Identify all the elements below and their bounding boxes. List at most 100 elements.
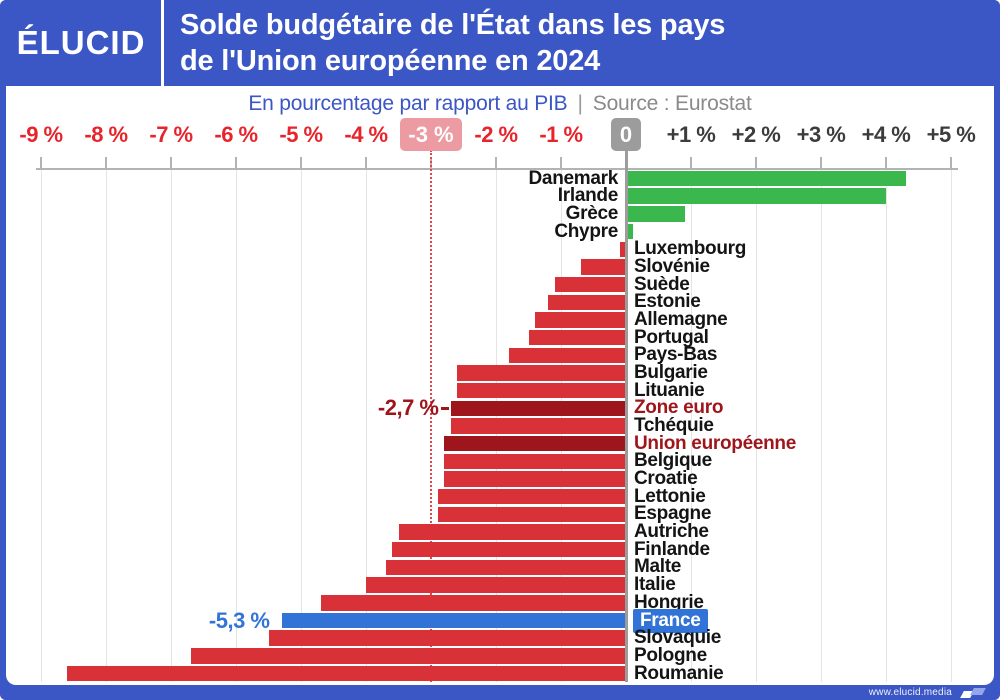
bar (580, 259, 625, 275)
bar-label: Italie (634, 574, 676, 596)
threshold-line-minus3 (430, 150, 432, 682)
bar-label: Croatie (634, 468, 698, 490)
bar (627, 170, 906, 187)
axis-label-badge-zero: 0 (611, 118, 641, 151)
bar (268, 630, 625, 646)
bar (437, 506, 625, 523)
axis-line (36, 168, 958, 170)
axis-tick (170, 157, 172, 168)
axis-label: -5 % (279, 122, 323, 147)
bar-label: Lituanie (634, 379, 705, 401)
bar (619, 241, 625, 257)
gridline (690, 168, 692, 682)
bar-label: Finlande (634, 538, 710, 560)
gridline (105, 168, 107, 682)
bar (320, 595, 625, 611)
gridline (235, 168, 237, 682)
bar-label: Estonie (634, 291, 701, 313)
gridline (885, 168, 887, 682)
bar (392, 542, 625, 558)
page-title-line1: Solde budgétaire de l'État dans les pays (180, 9, 726, 41)
bar-annotation: -5,3 % (208, 607, 270, 633)
bar (548, 294, 625, 310)
axis-label: -1 % (539, 122, 583, 147)
bar-label: Slovaquie (634, 627, 722, 649)
chart-subtitle: En pourcentage par rapport au PIB (248, 92, 568, 115)
gridline (170, 168, 172, 682)
axis-label: -6 % (214, 122, 258, 147)
page-title: Solde budgétaire de l'État dans les pays… (180, 7, 725, 79)
chart-subtitle-row: En pourcentage par rapport au PIB | Source… (0, 92, 1000, 116)
gridline (300, 168, 302, 682)
bar-label: Allemagne (634, 308, 728, 330)
bar (444, 471, 625, 487)
bar-label: Autriche (634, 521, 709, 543)
bar (450, 400, 625, 417)
bar-label: Bulgarie (634, 361, 708, 383)
axis-tick (300, 157, 302, 168)
elucid-logo: ÉLUCID (16, 24, 146, 61)
subtitle-separator: | (577, 92, 583, 115)
bar-label: Malte (634, 556, 682, 578)
header: ÉLUCID Solde budgétaire de l'État dans l… (0, 0, 1000, 86)
bar (535, 312, 625, 328)
footer-url: www.elucid.media (868, 687, 952, 698)
gridline (755, 168, 757, 682)
axis-label: +5 % (926, 122, 976, 147)
bar-label: Suède (634, 273, 690, 295)
bar-label: Zone euro (634, 397, 724, 419)
bar (627, 206, 685, 222)
bar (554, 276, 625, 293)
bar-label-highlight: France (633, 608, 708, 633)
axis-label: +4 % (861, 122, 911, 147)
bar (398, 524, 625, 540)
axis-label: +1 % (666, 122, 716, 147)
bar (190, 648, 625, 664)
elucid-flag-icon (960, 687, 986, 699)
bar-label: Grèce (565, 202, 619, 224)
bar-label: Belgique (634, 450, 712, 472)
axis-tick (950, 157, 952, 168)
axis-label: -7 % (149, 122, 193, 147)
bar-label: Tchéquie (634, 415, 714, 437)
bar (444, 453, 625, 470)
axis-tick (885, 157, 887, 168)
bar (528, 329, 625, 346)
bar (457, 382, 625, 399)
bar-label: Lettonie (634, 485, 706, 507)
axis-tick (495, 157, 497, 168)
bar-label: Slovénie (634, 255, 710, 277)
bar-label: Hongrie (634, 591, 704, 613)
axis-tick (690, 157, 692, 168)
bar-label: Pologne (634, 644, 707, 666)
axis-label: -8 % (84, 122, 128, 147)
bar-label: Danemark (528, 167, 619, 189)
axis-tick (40, 157, 42, 168)
axis-tick (235, 157, 237, 168)
bar-label: Espagne (634, 503, 712, 525)
axis-label: -2 % (474, 122, 518, 147)
bar-label: Pays-Bas (634, 344, 718, 366)
bar-label: France (633, 608, 708, 633)
bar (67, 665, 625, 682)
bar (444, 436, 625, 452)
bar-label: Portugal (634, 326, 709, 348)
axis-tick (105, 157, 107, 168)
zero-line (624, 150, 628, 682)
chart-source: Source : Eurostat (592, 92, 752, 115)
axis-tick (820, 157, 822, 168)
bar (627, 188, 886, 204)
bar (627, 223, 633, 240)
bar (366, 577, 625, 593)
bar-label: Irlande (557, 185, 619, 207)
bar-label: Roumanie (634, 662, 724, 684)
gridline (365, 168, 367, 682)
annotation-connector (440, 407, 449, 410)
bar (281, 612, 625, 629)
axis-tick (560, 157, 562, 168)
axis-label: +2 % (731, 122, 781, 147)
axis-tick (755, 157, 757, 168)
gridline (40, 168, 42, 682)
